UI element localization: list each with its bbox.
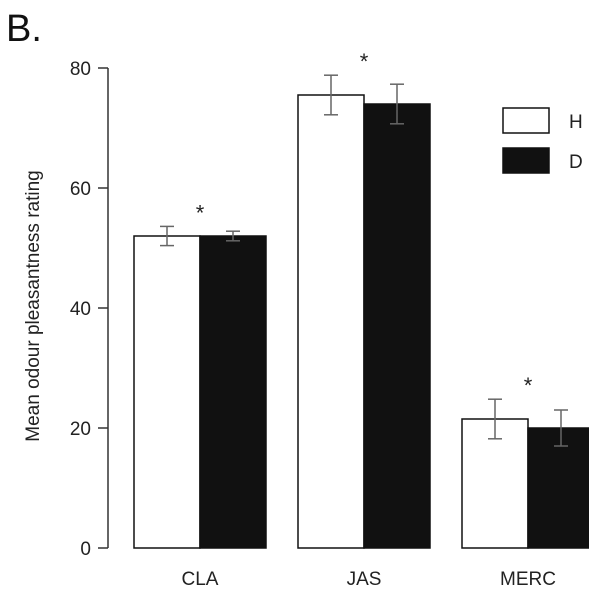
bar-h-jas <box>297 94 365 549</box>
x-category-label: MERC <box>500 569 556 590</box>
legend-label-d: D <box>569 152 583 173</box>
y-axis-title: Mean odour pleasantness rating <box>23 170 44 441</box>
legend-swatch-h <box>502 107 550 134</box>
bars-layer: * CLA * JAS * MERC <box>133 49 589 590</box>
legend: HD <box>502 107 583 174</box>
y-tick-label: 20 <box>70 419 91 440</box>
bar-h-cla <box>133 235 201 549</box>
x-category-label: CLA <box>182 569 219 590</box>
panel-label: B. <box>6 8 42 50</box>
axis-layer: 0 20 40 60 80 Mean odour pleasantness rating <box>23 59 109 560</box>
y-tick-label: 60 <box>70 179 91 200</box>
bar-d-cla <box>199 235 267 549</box>
bar-d-jas <box>363 103 431 549</box>
significance-star: * <box>196 200 205 225</box>
significance-star: * <box>524 373 533 398</box>
y-tick-label: 80 <box>70 59 91 80</box>
y-tick-label: 0 <box>80 539 91 560</box>
y-tick-label: 40 <box>70 299 91 320</box>
legend-swatch-d <box>502 147 550 174</box>
significance-star: * <box>360 49 369 74</box>
bar-d-merc <box>527 427 589 549</box>
x-category-label: JAS <box>347 569 382 590</box>
legend-label-h: H <box>569 112 583 133</box>
